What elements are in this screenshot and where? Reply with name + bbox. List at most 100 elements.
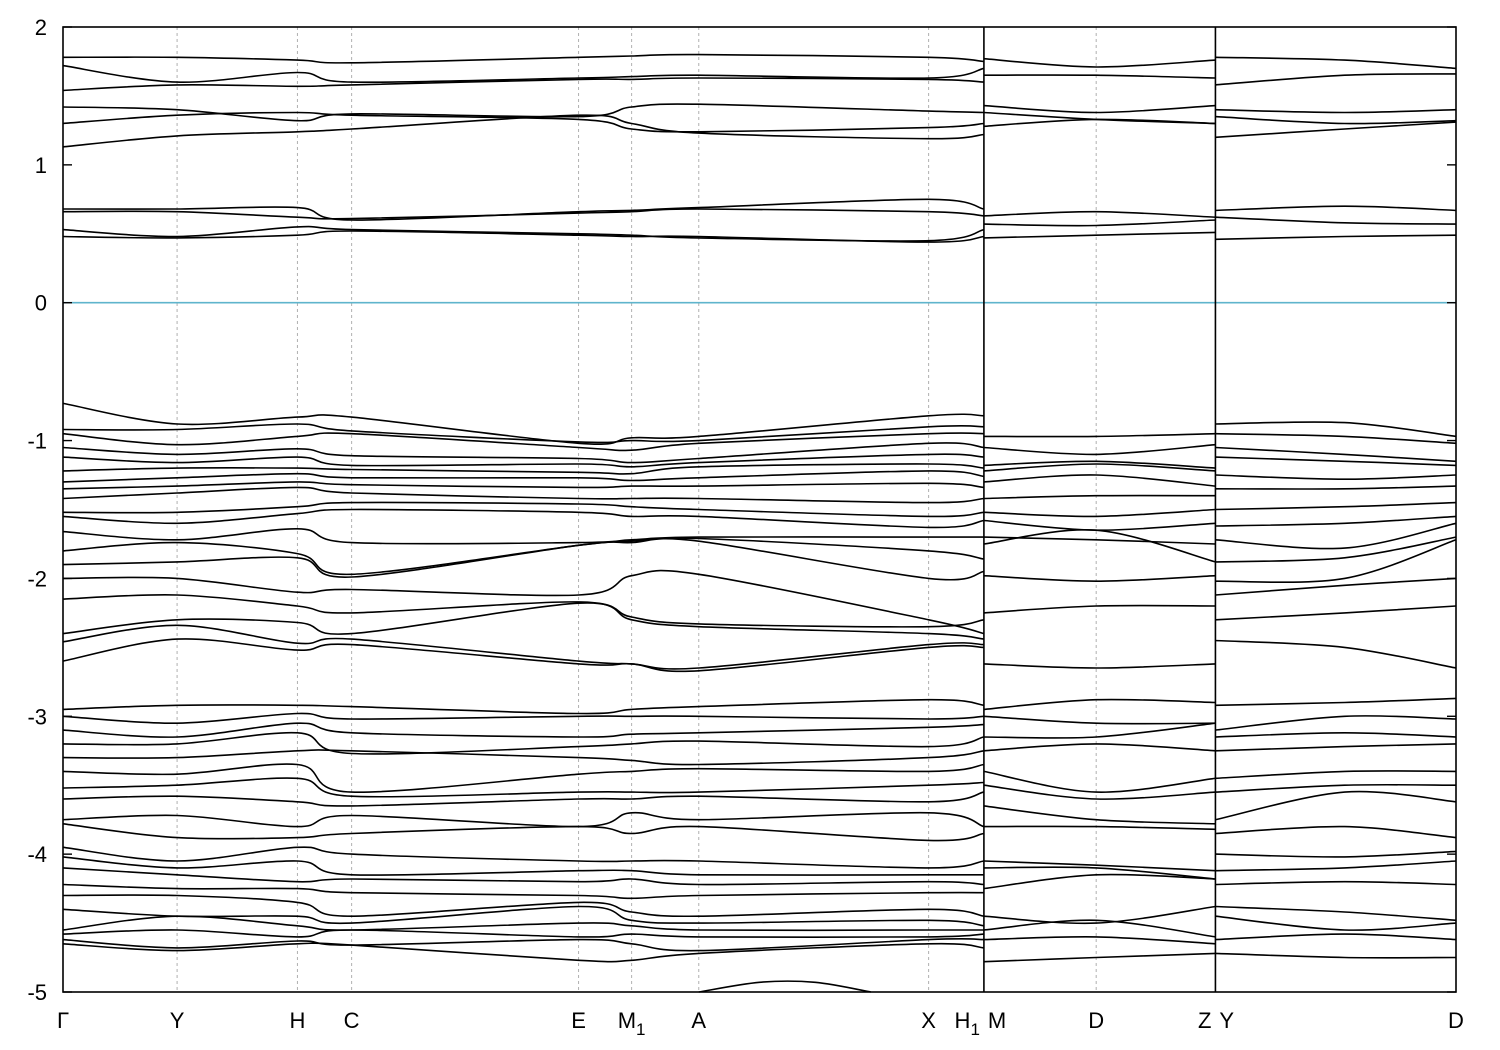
band-curve (62, 905, 984, 927)
band-curve (983, 74, 1216, 79)
band-curve (983, 952, 1216, 963)
band-curve (62, 791, 985, 807)
band-curve (62, 111, 984, 133)
band-curve (62, 722, 984, 738)
band-curve (62, 501, 984, 518)
band-curve (983, 104, 1216, 114)
band-curve (1215, 639, 1457, 669)
band-curve (1215, 205, 1457, 212)
band-curve (983, 905, 1216, 925)
band-curve (1215, 915, 1457, 931)
y-tick-label: -4 (27, 842, 47, 867)
band-curve (62, 763, 985, 793)
band-curve (1215, 121, 1457, 139)
band-curve (983, 536, 1216, 545)
band-curve (983, 698, 1216, 711)
band-curve (62, 537, 985, 581)
x-tick-label: Z (1198, 1008, 1211, 1033)
band-curve (1215, 825, 1457, 839)
band-curve (1215, 56, 1457, 70)
band-curve (62, 883, 984, 900)
band-curve (983, 873, 1216, 890)
band-curve (62, 453, 984, 468)
band-curve (62, 230, 985, 243)
band-curve (1215, 108, 1457, 114)
band-curve (1215, 905, 1457, 922)
x-tick-label: A (691, 1008, 706, 1033)
x-tick-label: M (988, 1008, 1006, 1033)
band-curve (62, 811, 985, 828)
band-curve (62, 423, 984, 444)
y-tick-label: -2 (27, 566, 47, 591)
x-tick-label: H (289, 1008, 305, 1033)
band-curve (62, 915, 984, 932)
band-curve (62, 463, 984, 475)
band-curve (62, 856, 984, 876)
band-curve (62, 823, 985, 842)
band-curve (1215, 743, 1457, 752)
band-curve (983, 118, 1216, 128)
band-curve (1215, 485, 1457, 490)
band-curve (1215, 731, 1457, 738)
band-curve (1215, 697, 1457, 707)
band-curve (1215, 605, 1457, 621)
band-curve (1215, 790, 1457, 821)
x-tick-label: X (921, 1008, 936, 1033)
band-curve (62, 731, 985, 755)
band-curve (983, 574, 1216, 583)
x-tick-label: Y (1219, 1008, 1234, 1033)
band-curve (62, 77, 984, 92)
band-curve (983, 528, 1216, 563)
band-curve (62, 894, 985, 918)
band-curve (983, 432, 1216, 438)
band-curve (62, 470, 985, 483)
band-curve (1215, 860, 1457, 872)
band-curve (62, 929, 984, 938)
x-tick-label: D (1448, 1008, 1464, 1033)
band-curve (983, 919, 1216, 938)
band-curve (62, 602, 984, 640)
x-tick-label: D (1088, 1008, 1104, 1033)
band-curve (983, 784, 1216, 800)
band-curve (983, 494, 1216, 500)
band-curve (1215, 933, 1457, 941)
band-curve (983, 231, 1216, 239)
band-curve (1215, 850, 1457, 858)
band-curve (62, 638, 984, 673)
y-tick-label: 0 (35, 291, 47, 316)
x-tick-label: E (571, 1008, 586, 1033)
band-curve (62, 749, 985, 766)
band-curve (62, 442, 984, 464)
band-curve (1215, 539, 1457, 584)
band-curve (983, 715, 1216, 725)
band-curve (698, 980, 872, 993)
band-curve (1215, 770, 1457, 780)
band-curve (62, 114, 984, 148)
band-curve (1215, 522, 1457, 550)
band-curve (983, 604, 1216, 614)
band-curve (62, 481, 984, 490)
band-curve (62, 846, 985, 869)
band-curve (983, 743, 1216, 752)
y-tick-label: -5 (27, 980, 47, 1005)
band-curve (1215, 536, 1457, 563)
band-curve (983, 219, 1216, 227)
band-curve (62, 198, 985, 221)
x-tick-label: Γ (57, 1008, 69, 1033)
band-curve (983, 443, 1216, 456)
band-curve (983, 663, 1216, 669)
band-curve (1215, 456, 1457, 467)
band-curve (62, 53, 984, 64)
band-curve (62, 624, 984, 670)
band-curve (62, 508, 985, 529)
band-curve (1215, 421, 1457, 438)
band-curve (983, 860, 1216, 872)
band-curve (62, 712, 984, 725)
band-curve (983, 210, 1216, 218)
band-curve (1215, 715, 1457, 731)
band-curve (1215, 73, 1457, 86)
band-curve (62, 698, 985, 715)
band-curve (983, 460, 1216, 469)
band-curve (1215, 952, 1457, 959)
x-tick-label: M1 (618, 1008, 646, 1039)
